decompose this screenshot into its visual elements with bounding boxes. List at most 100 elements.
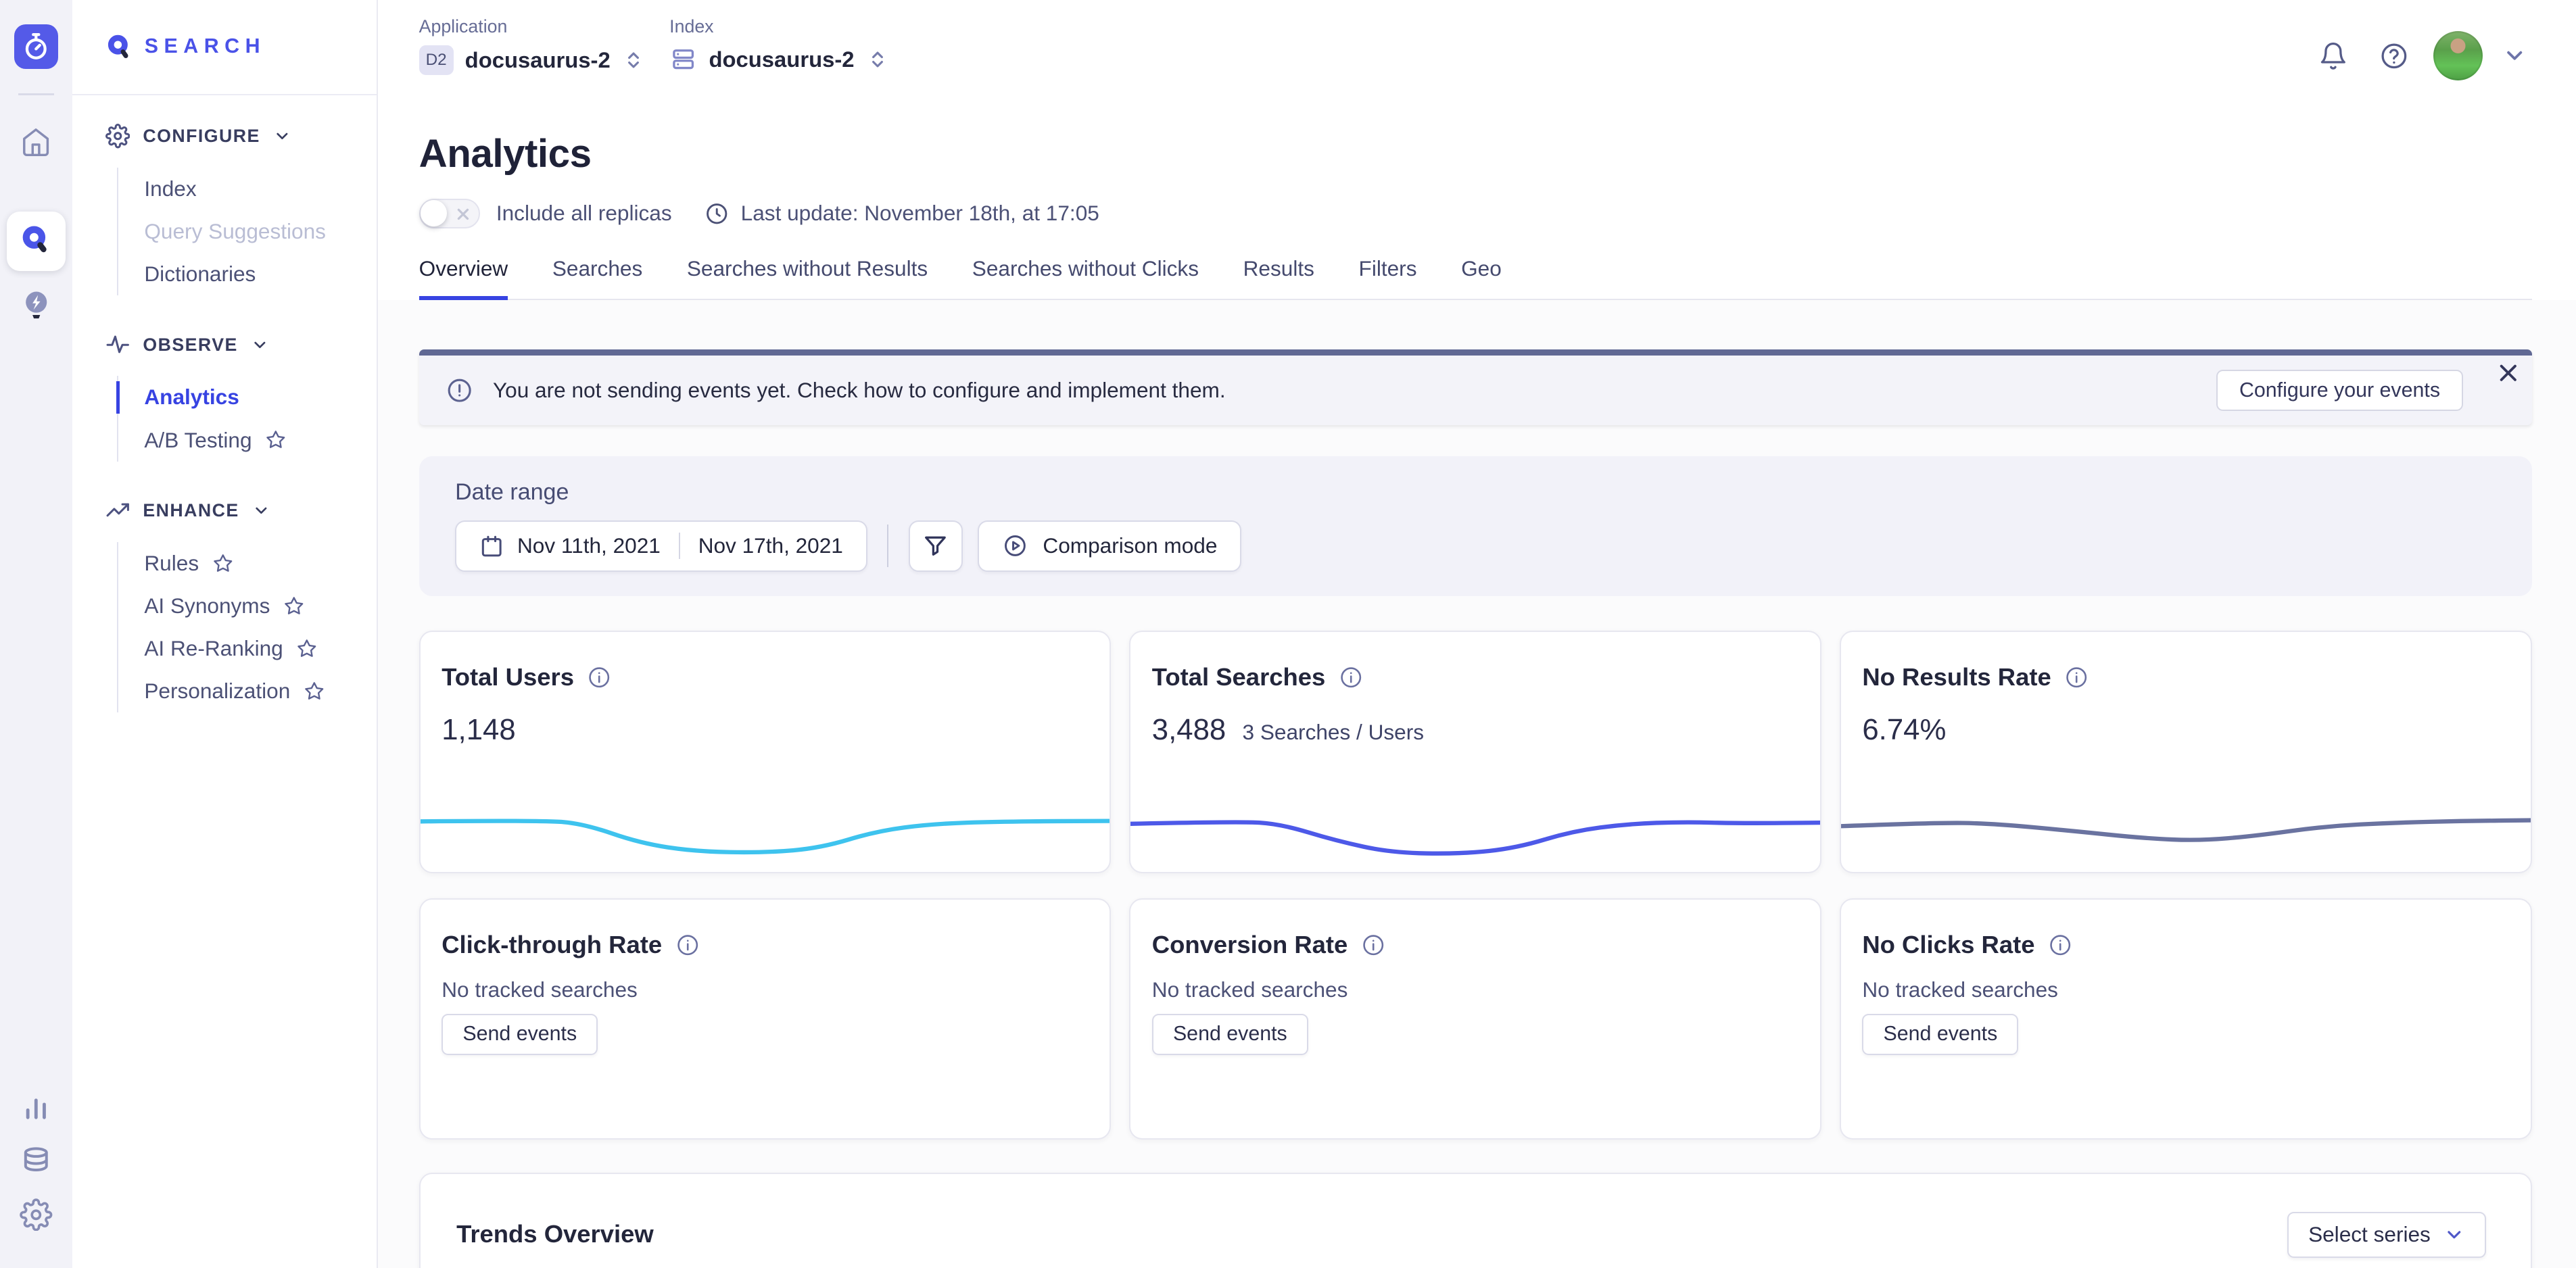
sidebar-item-personalization[interactable]: Personalization (144, 670, 377, 712)
toggle-label: Include all replicas (496, 201, 672, 226)
no-results-rate-sparkline (1840, 790, 2532, 862)
sidebar-section-observe[interactable]: OBSERVE (105, 327, 377, 363)
sidebar-item-query-suggestions[interactable]: Query Suggestions (144, 219, 326, 244)
banner-message: You are not sending events yet. Check ho… (492, 378, 1226, 403)
info-icon[interactable] (1339, 665, 1363, 689)
rail-recommend-button[interactable] (7, 278, 66, 332)
tab-searches-without-clicks[interactable]: Searches without Clicks (972, 256, 1199, 281)
sidebar-item-analytics[interactable]: Analytics (116, 376, 377, 418)
index-selector[interactable]: Index docusaurus-2 (669, 16, 888, 73)
rail-analytics-button[interactable] (7, 1079, 66, 1133)
card-total-searches: Total Searches 3,488 3 Searches / Users (1129, 630, 1822, 874)
rail-data-button[interactable] (7, 1133, 66, 1188)
card-title: Total Users (442, 663, 574, 691)
tab-geo[interactable]: Geo (1461, 256, 1502, 281)
help-icon[interactable] (2379, 41, 2409, 71)
topbar: Application D2 docusaurus-2 Index (378, 0, 2576, 95)
magnifier-icon (105, 33, 133, 61)
application-value: docusaurus-2 (464, 47, 611, 73)
date-start: Nov 11th, 2021 (517, 533, 661, 558)
star-icon (296, 638, 318, 660)
page-title: Analytics (419, 132, 592, 176)
card-click-through-rate: Click-through Rate No tracked searches S… (419, 898, 1112, 1140)
bell-icon[interactable] (2318, 41, 2348, 71)
card-subvalue: 3 Searches / Users (1242, 719, 1425, 744)
card-conversion-rate: Conversion Rate No tracked searches Send… (1129, 898, 1822, 1140)
index-value: docusaurus-2 (709, 47, 855, 72)
tab-searches-without-results[interactable]: Searches without Results (686, 256, 928, 281)
rail-home-button[interactable] (7, 115, 66, 169)
total-searches-sparkline (1129, 790, 1821, 862)
send-events-button[interactable]: Send events (442, 1013, 598, 1055)
search-icon (18, 223, 54, 259)
comparison-mode-button[interactable]: Comparison mode (977, 520, 1242, 572)
info-icon[interactable] (587, 665, 611, 689)
select-series-label: Select series (2308, 1222, 2431, 1247)
sort-chevrons-icon (866, 48, 889, 71)
info-icon[interactable] (2064, 665, 2089, 689)
product-logo[interactable]: SEARCH (72, 0, 377, 95)
icon-rail (0, 0, 72, 1268)
toggle-off-x-icon (456, 207, 471, 222)
sidebar-item-ai-re-ranking[interactable]: AI Re-Ranking (144, 627, 377, 670)
tab-results[interactable]: Results (1243, 256, 1314, 281)
date-end: Nov 17th, 2021 (698, 533, 843, 558)
sidebar-section-enhance[interactable]: ENHANCE (105, 493, 377, 529)
chevron-down-icon[interactable] (2502, 43, 2527, 68)
card-value: 1,148 (442, 712, 516, 746)
index-label: Index (669, 16, 714, 37)
trending-up-icon (105, 498, 130, 522)
stopwatch-icon (20, 30, 53, 64)
page-head: Analytics Include all replicas Last upda… (377, 95, 2576, 301)
last-update-text: Last update: November 18th, at 17:05 (740, 201, 1099, 226)
configure-events-button[interactable]: Configure your events (2216, 370, 2463, 412)
avatar[interactable] (2433, 31, 2483, 81)
date-range-button[interactable]: Nov 11th, 2021 Nov 17th, 2021 (455, 520, 867, 572)
info-icon[interactable] (1361, 933, 1385, 957)
include-replicas-toggle[interactable] (419, 199, 480, 228)
product-name: SEARCH (144, 35, 266, 58)
date-range-panel: Date range Nov 11th, 2021 Nov 17th, 2021 (419, 456, 2532, 596)
date-range-label: Date range (455, 479, 569, 506)
play-circle-icon (1002, 533, 1028, 559)
lightbulb-bolt-icon (18, 287, 54, 322)
card-value: 6.74% (1862, 712, 1947, 746)
rail-settings-button[interactable] (7, 1188, 66, 1242)
alert-circle-icon (446, 376, 473, 404)
calendar-icon (479, 534, 504, 558)
empty-state-text: No tracked searches (1862, 977, 2058, 1002)
tab-searches[interactable]: Searches (552, 256, 643, 281)
gear-icon (20, 1198, 53, 1232)
empty-state-text: No tracked searches (1151, 977, 1348, 1002)
application-selector[interactable]: Application D2 docusaurus-2 (419, 16, 645, 76)
tab-filters[interactable]: Filters (1358, 256, 1417, 281)
send-events-button[interactable]: Send events (1862, 1013, 2019, 1055)
info-icon[interactable] (2048, 933, 2072, 957)
sidebar-item-dictionaries[interactable]: Dictionaries (144, 262, 256, 287)
sidebar-section-configure[interactable]: CONFIGURE (105, 118, 377, 154)
sidebar-item-index[interactable]: Index (144, 176, 197, 201)
sidebar-item-ab-testing[interactable]: A/B Testing (144, 419, 377, 462)
card-no-results-rate: No Results Rate 6.74% (1839, 630, 2532, 874)
send-events-button[interactable]: Send events (1151, 1013, 1308, 1055)
tab-overview[interactable]: Overview (419, 256, 508, 301)
info-icon[interactable] (675, 933, 700, 957)
controls-divider (887, 525, 889, 568)
section-label: OBSERVE (143, 334, 238, 355)
workspace-logo[interactable] (14, 24, 59, 70)
star-icon (283, 595, 305, 617)
card-title: Conversion Rate (1151, 931, 1348, 959)
empty-state-text: No tracked searches (442, 977, 638, 1002)
comparison-mode-label: Comparison mode (1043, 533, 1218, 558)
close-icon[interactable] (2498, 362, 2519, 384)
activity-icon (105, 333, 130, 357)
select-series-button[interactable]: Select series (2287, 1211, 2487, 1258)
rail-search-button[interactable] (6, 212, 66, 271)
sort-chevrons-icon (622, 49, 645, 72)
star-icon (265, 429, 287, 451)
sidebar-item-rules[interactable]: Rules (144, 542, 377, 585)
filter-button[interactable] (908, 520, 963, 572)
section-label: CONFIGURE (143, 126, 260, 147)
card-title: Click-through Rate (442, 931, 663, 959)
sidebar-item-ai-synonyms[interactable]: AI Synonyms (144, 585, 377, 627)
